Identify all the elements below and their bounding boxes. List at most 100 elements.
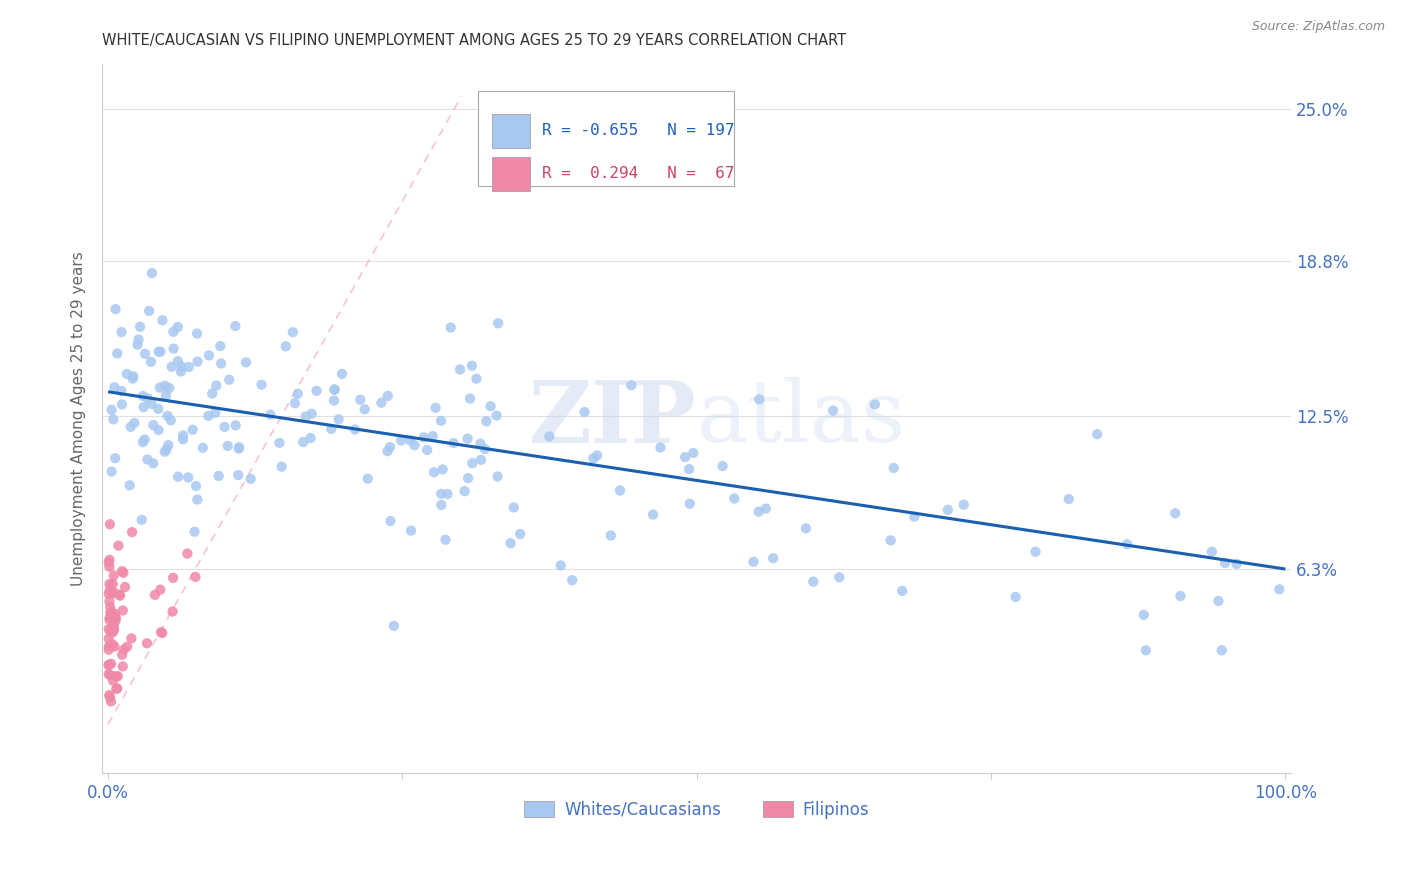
Point	[430, 414, 453, 428]
Point	[323, 382, 346, 396]
Point	[115, 367, 138, 381]
Point	[136, 392, 159, 406]
Point	[110, 325, 132, 339]
Point	[138, 304, 160, 318]
Point	[152, 313, 174, 327]
Point	[97, 640, 120, 654]
Point	[114, 580, 136, 594]
Point	[748, 505, 770, 519]
Point	[742, 555, 765, 569]
Point	[159, 413, 181, 427]
Point	[150, 626, 173, 640]
Point	[97, 657, 120, 672]
Point	[389, 434, 412, 448]
Point	[104, 451, 127, 466]
Point	[599, 528, 621, 542]
Point	[162, 325, 184, 339]
Point	[101, 577, 124, 591]
Point	[142, 418, 165, 433]
Point	[101, 638, 124, 652]
Point	[586, 449, 609, 463]
Point	[470, 436, 492, 450]
Point	[105, 669, 128, 683]
Point	[294, 409, 316, 424]
Text: ZIP: ZIP	[529, 376, 697, 461]
Point	[136, 636, 159, 650]
Point	[120, 420, 142, 434]
Point	[100, 657, 122, 671]
Point	[104, 607, 127, 621]
Point	[370, 395, 392, 409]
Point	[458, 392, 481, 406]
Point	[149, 381, 172, 395]
Point	[121, 525, 143, 540]
Point	[235, 355, 257, 369]
Point	[101, 586, 124, 600]
Text: R = -0.655   N = 197: R = -0.655 N = 197	[543, 123, 735, 138]
Point	[430, 498, 453, 512]
Point	[160, 359, 183, 374]
Point	[134, 347, 156, 361]
Point	[205, 378, 228, 392]
Point	[430, 487, 453, 501]
Point	[449, 362, 471, 376]
Point	[122, 369, 145, 384]
Point	[250, 377, 273, 392]
Point	[172, 428, 194, 442]
Point	[1057, 492, 1080, 507]
Point	[377, 389, 399, 403]
Point	[98, 559, 121, 574]
Point	[479, 399, 502, 413]
Point	[209, 357, 232, 371]
Point	[574, 405, 596, 419]
Point	[98, 690, 121, 705]
Point	[176, 547, 198, 561]
Point	[148, 344, 170, 359]
Point	[134, 433, 156, 447]
Point	[184, 479, 207, 493]
Point	[104, 611, 127, 625]
Point	[323, 383, 346, 397]
Point	[1208, 594, 1230, 608]
Point	[166, 320, 188, 334]
Point	[453, 484, 475, 499]
Point	[502, 500, 524, 515]
Point	[328, 412, 350, 426]
Point	[149, 582, 172, 597]
Point	[1225, 557, 1247, 571]
Point	[641, 508, 664, 522]
Point	[128, 333, 150, 347]
Point	[167, 469, 190, 483]
Point	[143, 588, 166, 602]
Point	[172, 432, 194, 446]
Point	[863, 397, 886, 411]
Point	[107, 669, 129, 683]
Point	[228, 442, 250, 456]
Point	[108, 587, 131, 601]
Text: WHITE/CAUCASIAN VS FILIPINO UNEMPLOYMENT AMONG AGES 25 TO 29 YEARS CORRELATION C: WHITE/CAUCASIAN VS FILIPINO UNEMPLOYMENT…	[103, 33, 846, 48]
Point	[475, 414, 498, 428]
Text: Source: ZipAtlas.com: Source: ZipAtlas.com	[1251, 20, 1385, 33]
Point	[801, 574, 824, 589]
Point	[177, 359, 200, 374]
Point	[142, 456, 165, 470]
Point	[404, 438, 426, 452]
Point	[97, 587, 120, 601]
Point	[103, 585, 125, 599]
Point	[218, 373, 240, 387]
Point	[98, 613, 121, 627]
Point	[436, 487, 458, 501]
Point	[208, 469, 231, 483]
Point	[1024, 545, 1046, 559]
Point	[156, 409, 179, 423]
Point	[110, 384, 132, 398]
Point	[1132, 607, 1154, 622]
Point	[380, 514, 402, 528]
Point	[550, 558, 572, 573]
Point	[399, 434, 422, 448]
Point	[952, 498, 974, 512]
Point	[538, 429, 561, 443]
Point	[330, 367, 353, 381]
Point	[399, 524, 422, 538]
Point	[186, 492, 208, 507]
